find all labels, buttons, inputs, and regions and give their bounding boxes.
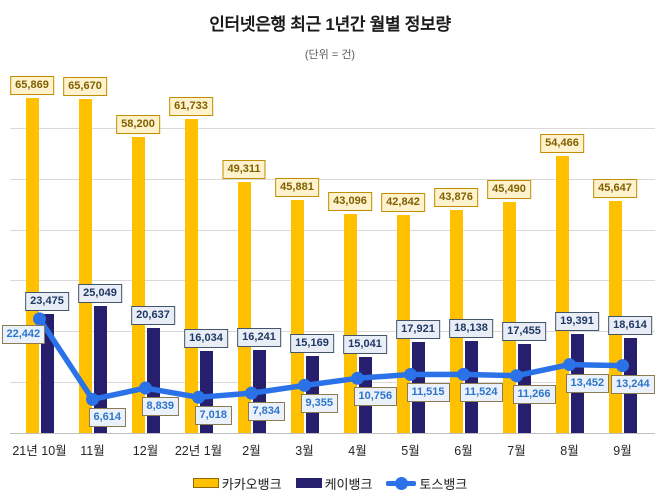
gridline bbox=[10, 280, 655, 282]
toss-bank-point bbox=[139, 381, 152, 395]
toss-bank-point bbox=[86, 392, 99, 406]
k-bank-value-label: 17,455 bbox=[502, 322, 546, 342]
kakao-bank-legend-label: 카카오뱅크 bbox=[221, 476, 282, 492]
kakao-bank-value-label: 42,842 bbox=[381, 193, 425, 213]
k-bank-legend-swatch-icon bbox=[295, 478, 322, 488]
gridline bbox=[10, 229, 655, 231]
toss-bank-value-label: 6,614 bbox=[88, 408, 127, 428]
k-bank-value-label: 17,921 bbox=[396, 319, 440, 339]
k-bank-value-label: 15,041 bbox=[343, 334, 387, 354]
x-tick: 12월 bbox=[132, 444, 159, 458]
chart-legend: 카카오뱅크 케이뱅크 토스뱅크 bbox=[0, 472, 660, 494]
k-bank-value-label: 16,034 bbox=[184, 329, 228, 349]
x-tick: 3월 bbox=[295, 444, 314, 458]
k-bank-value-label: 19,391 bbox=[555, 312, 599, 332]
k-bank-legend-label: 케이뱅크 bbox=[324, 476, 373, 492]
toss-bank-value-label: 9,355 bbox=[300, 394, 339, 414]
k-bank-legend-item: 케이뱅크 bbox=[295, 474, 373, 493]
kakao-bank-bar bbox=[237, 182, 251, 433]
kakao-bank-value-label: 43,876 bbox=[434, 187, 478, 207]
k-bank-value-label: 16,241 bbox=[237, 328, 281, 348]
kakao-bank-value-label: 45,490 bbox=[487, 179, 531, 199]
toss-bank-value-label: 10,756 bbox=[353, 387, 398, 407]
x-tick: 9월 bbox=[613, 444, 632, 458]
kakao-bank-bar bbox=[78, 99, 92, 433]
x-tick: 6월 bbox=[454, 444, 473, 458]
k-bank-value-label: 20,637 bbox=[131, 306, 175, 326]
gridline bbox=[10, 178, 655, 180]
toss-bank-legend-line-icon bbox=[386, 476, 417, 490]
kakao-bank-value-label: 45,647 bbox=[593, 178, 637, 198]
toss-bank-value-label: 11,515 bbox=[406, 383, 450, 403]
x-tick: 2월 bbox=[242, 444, 261, 458]
x-tick: 8월 bbox=[560, 444, 579, 458]
k-bank-bar bbox=[305, 355, 319, 433]
kakao-bank-bar bbox=[25, 98, 39, 433]
x-tick: 7월 bbox=[507, 444, 526, 458]
toss-bank-point bbox=[33, 312, 46, 326]
plot-area: 65,869 65,670 58,200 61,733 49,311 45,881 43,0… bbox=[1, 76, 655, 458]
kakao-bank-value-label: 65,869 bbox=[10, 76, 54, 96]
kakao-bank-value-label: 65,670 bbox=[63, 77, 107, 97]
toss-bank-value-label: 22,442 bbox=[1, 324, 46, 344]
toss-bank-value-label: 7,834 bbox=[247, 402, 286, 422]
toss-bank-value-label: 11,266 bbox=[512, 384, 556, 404]
k-bank-value-label: 18,138 bbox=[449, 318, 493, 338]
kakao-bank-value-label: 61,733 bbox=[169, 97, 213, 117]
toss-bank-point bbox=[245, 386, 258, 400]
toss-bank-value-label: 11,524 bbox=[459, 383, 503, 403]
kakao-bank-bar bbox=[290, 199, 304, 433]
x-tick: 4월 bbox=[348, 444, 367, 458]
kakao-bank-bar bbox=[131, 137, 145, 433]
k-bank-value-label: 18,614 bbox=[608, 316, 652, 336]
toss-bank-value-label: 7,018 bbox=[194, 406, 233, 426]
toss-bank-point bbox=[457, 367, 470, 381]
toss-bank-point bbox=[298, 378, 311, 392]
kakao-bank-legend-swatch-icon bbox=[192, 478, 219, 488]
toss-bank-point bbox=[351, 371, 364, 385]
kakao-bank-legend-item: 카카오뱅크 bbox=[192, 474, 282, 493]
toss-bank-legend-line-dot bbox=[395, 477, 409, 490]
k-bank-value-label: 15,169 bbox=[290, 333, 334, 353]
chart-subtitle: (단위 = 건) bbox=[304, 49, 356, 61]
x-tick: 5월 bbox=[401, 444, 420, 458]
toss-bank-point bbox=[404, 367, 417, 381]
toss-bank-legend-item: 토스뱅크 bbox=[386, 474, 467, 493]
toss-bank-point bbox=[616, 359, 629, 373]
x-tick: 21년 10월 bbox=[12, 444, 67, 458]
gridline bbox=[10, 127, 655, 129]
chart-title: 인터넷은행 최근 1년간 월별 정보량 bbox=[209, 15, 451, 34]
toss-bank-value-label: 13,244 bbox=[611, 374, 655, 394]
toss-bank-point bbox=[510, 369, 523, 383]
kakao-bank-value-label: 45,881 bbox=[275, 177, 319, 197]
k-bank-value-label: 25,049 bbox=[78, 283, 122, 303]
toss-bank-point bbox=[563, 358, 576, 372]
k-bank-value-label: 23,475 bbox=[25, 291, 69, 311]
x-tick: 11월 bbox=[80, 444, 105, 458]
toss-bank-value-label: 13,452 bbox=[565, 373, 610, 393]
toss-bank-value-label: 8,839 bbox=[141, 397, 180, 417]
kakao-bank-value-label: 49,311 bbox=[222, 160, 266, 180]
toss-bank-legend-label: 토스뱅크 bbox=[419, 476, 468, 492]
kakao-bank-value-label: 58,200 bbox=[116, 115, 160, 134]
toss-bank-line bbox=[33, 312, 629, 406]
kakao-bank-value-label: 54,466 bbox=[540, 134, 584, 153]
gridline bbox=[10, 331, 655, 333]
kakao-bank-value-label: 43,096 bbox=[328, 191, 372, 211]
toss-bank-point bbox=[192, 390, 205, 404]
x-tick: 22년 1월 bbox=[174, 444, 223, 458]
kakao-bank-bar bbox=[184, 119, 198, 433]
